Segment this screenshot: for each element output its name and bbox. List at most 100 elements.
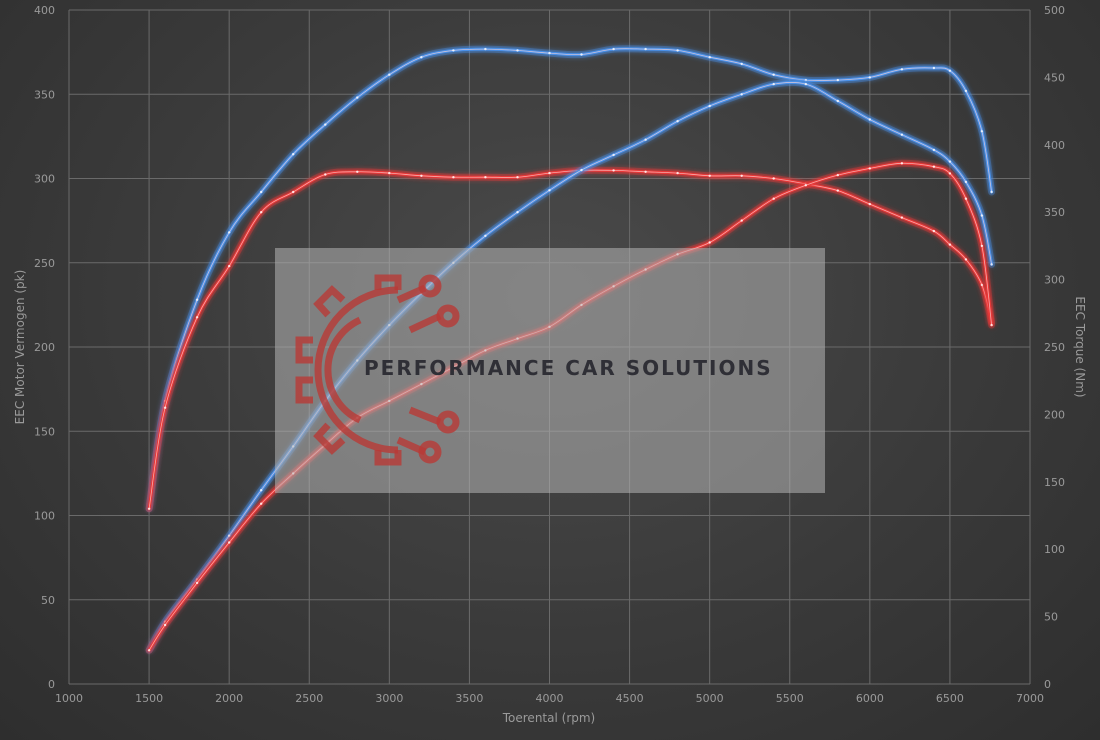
data-point (228, 541, 231, 544)
y-right-tick-label: 250 (1044, 341, 1065, 354)
y-right-tick-label: 50 (1044, 611, 1058, 624)
data-point (388, 171, 391, 175)
data-point (948, 160, 952, 163)
data-point (548, 189, 551, 192)
data-point (356, 96, 359, 99)
data-point (948, 69, 952, 72)
y-left-tick-label: 0 (48, 678, 55, 691)
data-point (644, 138, 647, 141)
data-point (932, 148, 936, 152)
x-tick-label: 4000 (536, 692, 564, 705)
gear-circuit-icon (295, 274, 460, 466)
data-point (990, 190, 993, 194)
data-point (484, 176, 487, 179)
data-point (836, 189, 839, 192)
data-point (163, 623, 167, 627)
data-point (708, 56, 711, 59)
data-point (804, 78, 807, 82)
data-point (868, 202, 871, 206)
data-point (964, 197, 968, 200)
data-point (964, 180, 968, 184)
y-right-tick-label: 450 (1044, 71, 1065, 84)
y-left-tick-label: 300 (34, 173, 55, 186)
y-left-tick-label: 350 (34, 88, 55, 101)
x-axis-title: Toerental (rpm) (502, 711, 595, 725)
data-point (324, 123, 327, 126)
data-point (228, 231, 231, 234)
y-left-tick-label: 50 (41, 594, 55, 607)
data-point (804, 184, 807, 187)
data-point (260, 190, 263, 194)
y-right-tick-label: 300 (1044, 274, 1065, 287)
data-point (980, 130, 984, 133)
data-point (900, 162, 904, 165)
data-point (900, 216, 904, 219)
watermark-text: PERFORMANCE CAR SOLUTIONS (364, 356, 773, 380)
data-point (964, 89, 968, 93)
x-tick-label: 1500 (135, 692, 163, 705)
data-point (228, 264, 231, 268)
data-point (676, 171, 679, 175)
data-point (740, 219, 743, 222)
data-point (644, 170, 647, 173)
y-right-tick-label: 400 (1044, 139, 1065, 152)
data-point (420, 56, 423, 59)
data-point (772, 73, 775, 76)
data-point (452, 49, 455, 52)
x-tick-label: 1000 (55, 692, 83, 705)
data-point (868, 167, 871, 170)
data-point (195, 581, 199, 585)
data-point (990, 323, 993, 327)
data-point (260, 502, 263, 505)
x-tick-label: 7000 (1016, 692, 1044, 705)
data-point (836, 99, 839, 103)
data-point (356, 170, 359, 173)
data-point (932, 229, 936, 233)
data-point (228, 534, 231, 537)
data-point (740, 174, 743, 177)
data-point (676, 120, 679, 123)
data-point (708, 174, 711, 177)
data-point (900, 133, 904, 136)
data-point (980, 244, 984, 248)
data-point (292, 153, 295, 156)
data-point (932, 66, 936, 70)
data-point (990, 263, 993, 266)
x-tick-label: 5000 (696, 692, 724, 705)
series-0 (145, 45, 996, 513)
x-axis-ticks: 1000 1500 2000 2500 3000 3500 4000 4500 5000 5500… (55, 692, 1044, 705)
data-point (772, 82, 775, 86)
watermark-box (275, 248, 825, 493)
watermark: PERFORMANCE CAR SOLUTIONS (275, 248, 825, 493)
x-tick-label: 6500 (936, 692, 964, 705)
x-tick-label: 6000 (856, 692, 884, 705)
data-point (804, 82, 807, 86)
data-point (580, 53, 583, 56)
y-right-tick-label: 200 (1044, 408, 1065, 421)
x-tick-label: 2500 (295, 692, 323, 705)
data-point (900, 68, 904, 71)
series-1 (145, 166, 996, 513)
x-tick-label: 5500 (776, 692, 804, 705)
data-point (580, 168, 583, 172)
data-point (147, 649, 151, 652)
data-point (836, 173, 839, 177)
y-right-tick-label: 0 (1044, 678, 1051, 691)
data-point (868, 118, 871, 121)
data-point (868, 76, 871, 79)
data-point (980, 214, 984, 217)
data-point (612, 153, 615, 157)
data-point (452, 176, 455, 179)
data-point (292, 190, 295, 194)
data-point (612, 47, 615, 51)
y-right-axis-ticks: 0 50 100 150 200 250 300 350 400 450 500 (1044, 4, 1065, 691)
data-point (260, 211, 263, 214)
y-left-tick-label: 250 (34, 257, 55, 270)
data-point (548, 51, 551, 55)
data-point (484, 47, 487, 51)
data-point (740, 93, 743, 96)
data-point (772, 197, 775, 200)
y-left-axis-ticks: 0 50 100 150 200 250 300 350 400 (34, 4, 55, 691)
data-point (260, 489, 263, 492)
